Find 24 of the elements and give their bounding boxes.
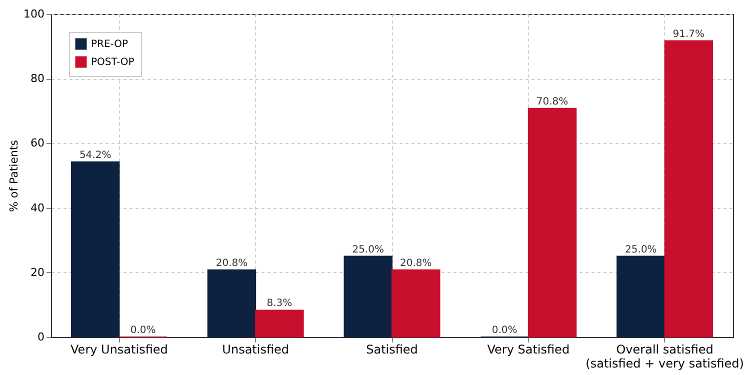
x-tick-label: Satisfied (366, 342, 418, 356)
x-tick-label: Unsatisfied (222, 342, 290, 356)
data-label: 91.7% (672, 28, 705, 40)
data-label: 20.8% (216, 258, 248, 269)
x-tick-label: Very Satisfied (487, 342, 570, 356)
data-label: 54.2% (79, 150, 112, 161)
data-label: 0.0% (492, 325, 518, 336)
data-label: 70.8% (536, 96, 568, 108)
y-tick-label: 0 (38, 330, 44, 344)
data-label: 25.0% (352, 244, 384, 256)
y-tick-label: 40 (30, 201, 44, 214)
x-tick-label: Very Unsatisfied (70, 342, 168, 356)
legend-label: POST-OP (91, 57, 134, 68)
y-tick-label: 20 (30, 266, 44, 279)
data-label: 20.8% (400, 258, 432, 269)
y-axis-title: % of Patients (8, 140, 21, 212)
data-label: 0.0% (130, 325, 156, 336)
y-tick-label: 60 (30, 136, 44, 150)
y-tick-label: 80 (30, 72, 44, 86)
data-label: 25.0% (625, 244, 657, 256)
legend-label: PRE-OP (91, 39, 128, 50)
y-tick-label: 100 (24, 8, 44, 20)
data-label: 8.3% (266, 298, 292, 310)
x-tick-label: Overall satisfied (satisfied + very satisfied) (586, 342, 744, 370)
